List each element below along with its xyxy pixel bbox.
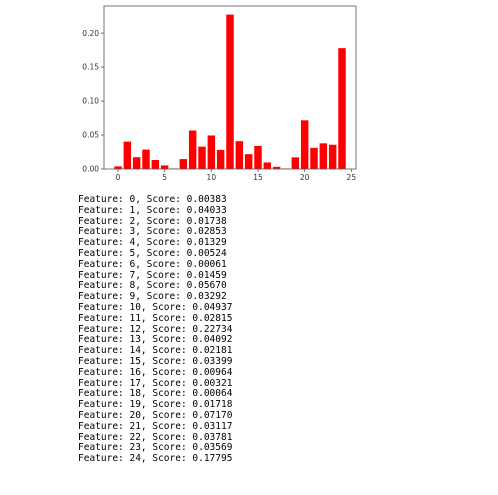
- output-line: Feature: 7, Score: 0.01459: [78, 269, 227, 281]
- output-line: Feature: 9, Score: 0.03292: [78, 291, 227, 303]
- x-tick-label: 10: [207, 173, 217, 182]
- bar: [160, 165, 169, 169]
- bar: [207, 135, 216, 169]
- y-tick-label: 0.00: [82, 165, 99, 174]
- bar: [291, 157, 300, 169]
- bar: [310, 147, 318, 169]
- bar: [151, 159, 160, 169]
- output-line: Feature: 20, Score: 0.07170: [78, 409, 233, 421]
- output-line: Feature: 21, Score: 0.03117: [78, 420, 233, 432]
- x-tick-label: 25: [347, 173, 357, 182]
- bar: [123, 141, 132, 169]
- bar: [132, 157, 141, 169]
- y-tick-label: 0.15: [82, 63, 99, 72]
- x-tick-label: 0: [116, 173, 121, 182]
- output-line: Feature: 4, Score: 0.01329: [78, 237, 227, 249]
- output-line: Feature: 8, Score: 0.05670: [78, 280, 227, 292]
- output-line: Feature: 12, Score: 0.22734: [78, 323, 233, 335]
- bar: [254, 145, 262, 169]
- console-output: Feature: 0, Score: 0.00383 Feature: 1, Sc…: [78, 194, 233, 465]
- bar-chart-svg: 0 5 10 15 20 25 0.00 0.05 0.10 0.15 0.20: [82, 5, 357, 182]
- output-line: Feature: 3, Score: 0.02853: [78, 226, 227, 238]
- bar: [272, 166, 281, 169]
- x-tick-label: 20: [300, 173, 310, 182]
- bar: [179, 159, 188, 169]
- x-tick-label: 15: [253, 173, 263, 182]
- bar: [300, 120, 309, 169]
- output-line: Feature: 6, Score: 0.00061: [78, 258, 227, 270]
- y-tick-label: 0.20: [82, 29, 99, 38]
- bar: [319, 143, 328, 169]
- output-line: Feature: 13, Score: 0.04092: [78, 334, 233, 346]
- output-line: Feature: 15, Score: 0.03399: [78, 355, 233, 367]
- output-line: Feature: 5, Score: 0.00524: [78, 247, 227, 259]
- output-line: Feature: 10, Score: 0.04937: [78, 301, 233, 313]
- output-line: Feature: 0, Score: 0.00383: [78, 194, 227, 205]
- bar: [328, 144, 337, 169]
- axes-frame: [103, 5, 357, 170]
- output-line: Feature: 24, Score: 0.17795: [78, 453, 233, 465]
- x-tick-label: 5: [162, 173, 167, 182]
- output-line: Feature: 2, Score: 0.01738: [78, 215, 227, 227]
- bar: [114, 166, 122, 169]
- output-line: Feature: 16, Score: 0.00964: [78, 366, 233, 378]
- output-line: Feature: 1, Score: 0.04033: [78, 204, 227, 216]
- output-line: Feature: 14, Score: 0.02181: [78, 345, 233, 357]
- output-line: Feature: 22, Score: 0.03781: [78, 431, 233, 443]
- output-line: Feature: 17, Score: 0.00321: [78, 377, 233, 389]
- bar: [263, 162, 272, 169]
- output-line: Feature: 19, Score: 0.01718: [78, 399, 233, 411]
- output-line: Feature: 18, Score: 0.00064: [78, 388, 233, 400]
- bar: [338, 48, 346, 170]
- feature-importance-chart: 0 5 10 15 20 25 0.00 0.05 0.10 0.15 0.20: [0, 0, 498, 195]
- output-line: Feature: 23, Score: 0.03569: [78, 442, 233, 454]
- bar: [244, 154, 253, 169]
- bar: [142, 149, 150, 169]
- bar: [216, 149, 225, 169]
- y-tick-label: 0.10: [82, 97, 99, 106]
- bar: [198, 146, 206, 169]
- bar: [226, 14, 234, 169]
- output-line: Feature: 11, Score: 0.02815: [78, 312, 233, 324]
- bar: [188, 130, 197, 169]
- bar: [235, 141, 244, 169]
- y-tick-label: 0.05: [82, 131, 99, 140]
